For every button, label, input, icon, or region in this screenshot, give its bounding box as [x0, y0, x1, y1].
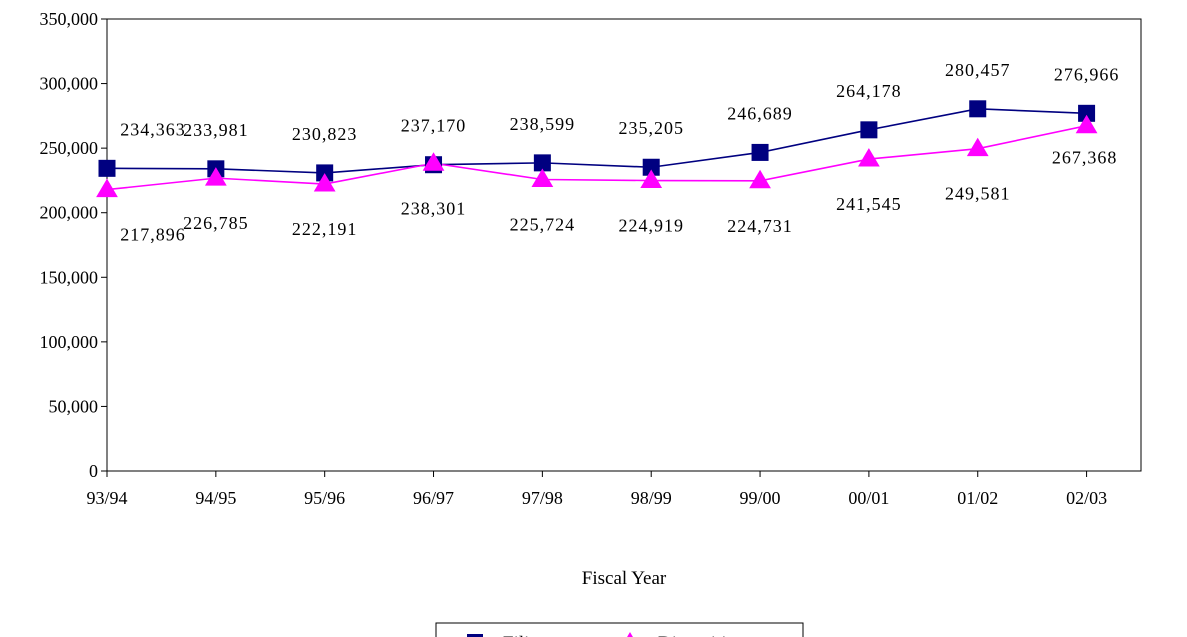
data-label-dispositions: 238,301	[401, 198, 467, 218]
data-label-filings: 264,178	[836, 81, 902, 101]
y-tick-label: 0	[89, 461, 98, 481]
x-axis-title: Fiscal Year	[582, 568, 667, 589]
x-tick-label: 94/95	[195, 488, 236, 508]
x-tick-label: 01/02	[957, 488, 998, 508]
data-label-dispositions: 224,731	[727, 216, 793, 236]
data-point-filings	[98, 159, 116, 177]
data-label-dispositions: 267,368	[1052, 148, 1118, 168]
data-label-dispositions: 241,545	[836, 194, 902, 214]
x-tick-label: 02/03	[1066, 488, 1107, 508]
y-tick-label: 300,000	[40, 74, 99, 94]
data-point-dispositions	[96, 178, 118, 198]
data-label-dispositions: 226,785	[183, 213, 249, 233]
x-axis-ticks: 93/94 94/95 95/96 96/97 97/98 98/99 99/00 00/01…	[86, 471, 1107, 508]
legend-marker-filings	[467, 634, 483, 637]
x-tick-label: 93/94	[86, 488, 127, 508]
data-label-filings: 276,966	[1054, 64, 1120, 84]
y-axis-ticks: 0 50,000 100,000 150,000 200,000 250,000 300,0…	[40, 9, 107, 481]
data-label-filings: 246,689	[727, 103, 793, 123]
series-layer	[96, 100, 1098, 198]
y-tick-label: 100,000	[40, 332, 99, 352]
data-point-filings	[860, 121, 878, 139]
data-point-dispositions	[531, 168, 554, 187]
y-tick-label: 350,000	[40, 9, 99, 29]
legend-label-dispositions: Dispositions	[658, 633, 753, 637]
data-point-dispositions	[422, 152, 445, 171]
data-point-dispositions	[1075, 114, 1098, 134]
data-label-filings: 280,457	[945, 60, 1011, 80]
y-tick-label: 50,000	[49, 396, 99, 416]
legend-label-filings: Filings	[503, 633, 556, 637]
data-point-dispositions	[858, 148, 880, 167]
data-label-dispositions: 224,919	[618, 216, 684, 236]
data-point-dispositions	[640, 169, 663, 189]
data-label-filings: 237,170	[401, 116, 467, 136]
series-line-dispositions	[106, 124, 1087, 191]
data-label-filings: 230,823	[292, 124, 358, 144]
data-label-filings: 235,205	[618, 118, 684, 138]
x-tick-label: 97/98	[522, 488, 563, 508]
series-line-filings	[106, 108, 1087, 174]
data-label-dispositions: 217,896	[120, 225, 186, 245]
data-label-filings: 238,599	[510, 114, 576, 134]
plot-area	[106, 18, 1142, 472]
data-label-dispositions: 222,191	[292, 219, 358, 239]
data-point-dispositions	[966, 137, 989, 157]
legend: Filings Dispositions	[435, 622, 804, 637]
data-point-dispositions	[204, 167, 227, 186]
y-tick-label: 150,000	[40, 267, 99, 287]
data-point-filings	[751, 143, 769, 161]
x-tick-label: 00/01	[848, 488, 889, 508]
data-point-dispositions	[749, 169, 771, 189]
data-point-filings	[533, 154, 551, 172]
x-tick-label: 99/00	[740, 488, 781, 508]
data-point-filings	[969, 100, 987, 118]
data-label-dispositions: 249,581	[945, 184, 1011, 204]
data-label-filings: 233,981	[183, 120, 249, 140]
legend-box	[435, 622, 804, 637]
x-tick-label: 96/97	[413, 488, 454, 508]
data-label-dispositions: 225,724	[510, 214, 576, 234]
y-tick-label: 250,000	[40, 138, 99, 158]
data-label-filings: 234,363	[120, 119, 186, 139]
legend-marker-dispositions	[627, 632, 633, 637]
y-tick-label: 200,000	[40, 203, 99, 223]
x-tick-label: 98/99	[631, 488, 672, 508]
data-point-dispositions	[313, 173, 336, 192]
x-tick-label: 95/96	[304, 488, 345, 508]
